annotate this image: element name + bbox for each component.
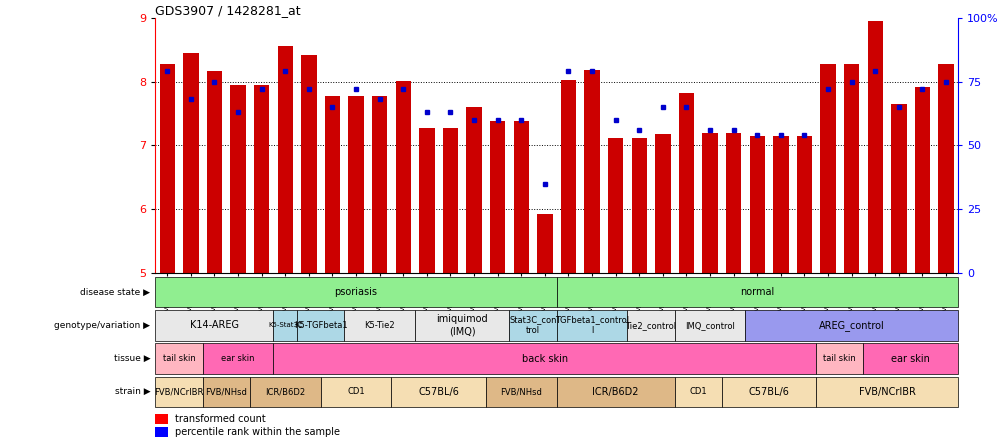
Bar [820,64,835,273]
Bar [372,95,387,273]
Bar [202,343,274,374]
Bar [254,85,270,273]
Bar [654,134,670,273]
Text: Stat3C_con
trol: Stat3C_con trol [509,316,556,335]
Bar [348,95,364,273]
Bar [674,310,744,341]
Bar [155,427,167,437]
Bar [155,310,274,341]
Bar [721,377,816,407]
Bar [442,127,458,273]
Bar [843,64,859,273]
Bar [701,133,717,273]
Bar [744,310,957,341]
Text: ICR/B6D2: ICR/B6D2 [265,387,305,396]
Bar [274,343,816,374]
Bar [773,136,788,273]
Bar [674,377,721,407]
Bar [249,377,321,407]
Bar [627,310,674,341]
Bar [816,343,863,374]
Bar [560,79,575,273]
Bar [415,310,509,341]
Bar [748,136,765,273]
Bar [155,377,202,407]
Text: normal: normal [739,287,774,297]
Text: GDS3907 / 1428281_at: GDS3907 / 1428281_at [155,4,301,16]
Text: tail skin: tail skin [823,354,856,363]
Text: back skin: back skin [521,353,567,364]
Bar [230,85,245,273]
Bar [395,81,411,273]
Text: AREG_control: AREG_control [818,320,884,331]
Text: IMQ_control: IMQ_control [684,321,734,330]
Text: tail skin: tail skin [162,354,195,363]
Bar [816,377,957,407]
Bar [678,93,693,273]
Bar [556,310,627,341]
Bar [556,277,957,307]
Bar [344,310,415,341]
Text: C57BL/6: C57BL/6 [747,387,789,397]
Text: strain ▶: strain ▶ [114,387,150,396]
Bar [863,343,957,374]
Bar [274,310,297,341]
Text: ear skin: ear skin [891,353,929,364]
Text: Tie2_control: Tie2_control [625,321,676,330]
Text: K14-AREG: K14-AREG [189,320,238,330]
Bar [485,377,556,407]
Text: psoriasis: psoriasis [335,287,377,297]
Bar [391,377,485,407]
Bar [278,47,293,273]
Text: imiquimod
(IMQ): imiquimod (IMQ) [436,314,488,336]
Bar [202,377,249,407]
Bar [466,107,481,273]
Text: FVB/NHsd: FVB/NHsd [500,387,542,396]
Text: disease state ▶: disease state ▶ [80,287,150,297]
Bar [509,310,556,341]
Text: C57BL/6: C57BL/6 [418,387,459,397]
Bar [206,71,221,273]
Bar [556,377,674,407]
Text: CD1: CD1 [688,387,706,396]
Bar [938,64,953,273]
Bar [490,121,505,273]
Bar [321,377,391,407]
Bar [419,127,434,273]
Bar [631,138,646,273]
Bar [183,53,198,273]
Text: TGFbeta1_control
l: TGFbeta1_control l [554,316,628,335]
Text: FVB/NHsd: FVB/NHsd [205,387,246,396]
Bar [584,70,599,273]
Text: ICR/B6D2: ICR/B6D2 [592,387,638,397]
Bar [867,21,882,273]
Text: K5-Tie2: K5-Tie2 [364,321,395,330]
Bar [725,133,740,273]
Text: ear skin: ear skin [221,354,255,363]
Text: FVB/NCrIBR: FVB/NCrIBR [154,387,203,396]
Text: transformed count: transformed count [174,414,266,424]
Bar [301,55,317,273]
Bar [914,87,929,273]
Bar [155,414,167,424]
Bar [297,310,344,341]
Bar [891,104,906,273]
Bar [159,64,174,273]
Text: genotype/variation ▶: genotype/variation ▶ [54,321,150,330]
Bar [155,343,202,374]
Text: tissue ▶: tissue ▶ [113,354,150,363]
Text: K5-Stat3C: K5-Stat3C [268,322,303,328]
Bar [607,138,622,273]
Text: FVB/NCrIBR: FVB/NCrIBR [858,387,915,397]
Bar [325,95,340,273]
Bar [537,214,552,273]
Text: K5-TGFbeta1: K5-TGFbeta1 [294,321,347,330]
Bar [155,277,556,307]
Text: percentile rank within the sample: percentile rank within the sample [174,427,340,436]
Bar [796,136,812,273]
Text: CD1: CD1 [347,387,365,396]
Bar [513,121,528,273]
